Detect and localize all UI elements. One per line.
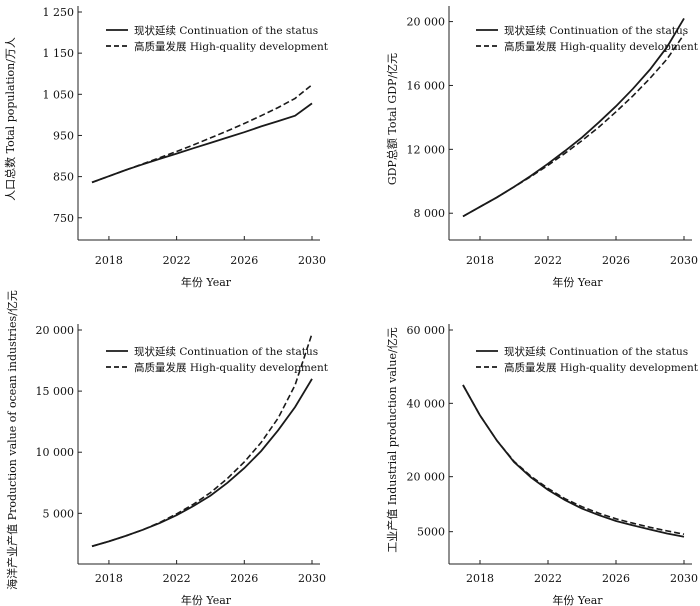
y-tick-label: 1 150 xyxy=(43,47,75,60)
panel-population: 750 850 950 1 050 1 150 1 250 2018 2022 2026 2030… xyxy=(3,6,329,289)
x-tick-label: 2030 xyxy=(298,254,326,267)
y-axis-title: 工业产值 Industrial production value/亿元 xyxy=(385,327,399,552)
legend-label: 现状延续 Continuation of the status xyxy=(134,345,318,358)
series-line-continuation xyxy=(91,102,313,184)
x-axis-title: 年份 Year xyxy=(181,593,232,606)
legend-label: 高质量发展 High-quality development xyxy=(504,40,699,53)
legend-label: 高质量发展 High-quality development xyxy=(504,361,699,374)
legend-label: 现状延续 Continuation of the status xyxy=(504,24,688,37)
x-tick-label: 2030 xyxy=(670,254,698,267)
y-axis-title: 人口总数 Total population/万人 xyxy=(3,37,17,201)
panel-ocean-industries: 5 000 10 000 15 000 20 000 2018 2022 2026 2030 年… xyxy=(5,290,329,606)
x-tick-label: 2018 xyxy=(466,254,494,267)
y-axis-title: 海洋产业产值 Production value of ocean industr… xyxy=(5,290,19,590)
legend-label: 高质量发展 High-quality development xyxy=(134,361,329,374)
x-tick-label: 2022 xyxy=(534,572,562,585)
x-axis-title: 年份 Year xyxy=(552,275,603,289)
x-tick-label: 2030 xyxy=(298,572,326,585)
x-tick-label: 2022 xyxy=(163,254,191,267)
y-tick-label: 1 250 xyxy=(43,6,75,19)
x-tick-label: 2018 xyxy=(466,572,494,585)
x-tick-label: 2026 xyxy=(230,254,258,267)
x-axis-title: 年份 Year xyxy=(181,275,232,289)
y-tick-label: 12 000 xyxy=(407,143,446,156)
series-line-continuation xyxy=(462,17,685,218)
y-tick-label: 5000 xyxy=(417,526,445,539)
x-axis-title: 年份 Year xyxy=(552,593,603,606)
y-tick-label: 1 050 xyxy=(43,88,75,101)
x-tick-label: 2030 xyxy=(670,572,698,585)
series-line-continuation xyxy=(91,378,313,548)
y-tick-label: 40 000 xyxy=(407,397,446,410)
y-tick-label: 850 xyxy=(53,171,74,184)
x-tick-label: 2026 xyxy=(602,254,630,267)
panel-industrial-production: 5000 20 000 40 000 60 000 2018 2022 2026 2030 年份… xyxy=(385,324,699,606)
legend-label: 现状延续 Continuation of the status xyxy=(134,24,318,37)
series-line-high-quality xyxy=(462,33,685,218)
x-tick-label: 2018 xyxy=(95,254,123,267)
y-tick-label: 20 000 xyxy=(36,324,75,337)
y-tick-label: 8 000 xyxy=(414,207,446,220)
y-tick-label: 20 000 xyxy=(407,471,446,484)
y-tick-label: 950 xyxy=(53,129,74,142)
y-tick-label: 15 000 xyxy=(36,385,75,398)
legend-label: 高质量发展 High-quality development xyxy=(134,40,329,53)
y-tick-label: 20 000 xyxy=(407,16,446,29)
x-tick-label: 2026 xyxy=(602,572,630,585)
y-tick-label: 16 000 xyxy=(407,79,446,92)
series-line-high-quality xyxy=(91,84,313,184)
panel-gdp: 8 000 12 000 16 000 20 000 2018 2022 2026 2030 年… xyxy=(385,6,699,289)
y-tick-label: 750 xyxy=(53,212,74,225)
x-tick-label: 2022 xyxy=(163,572,191,585)
series-line-high-quality xyxy=(91,333,313,548)
series-line-continuation xyxy=(462,384,685,538)
series-line-high-quality xyxy=(462,384,685,535)
y-tick-label: 10 000 xyxy=(36,446,75,459)
y-tick-label: 5 000 xyxy=(43,507,75,520)
x-tick-label: 2018 xyxy=(95,572,123,585)
x-tick-label: 2022 xyxy=(534,254,562,267)
y-axis-title: GDP总额 Total GDP/亿元 xyxy=(385,53,399,185)
x-tick-label: 2026 xyxy=(230,572,258,585)
legend-label: 现状延续 Continuation of the status xyxy=(504,345,688,358)
y-tick-label: 60 000 xyxy=(407,324,446,337)
